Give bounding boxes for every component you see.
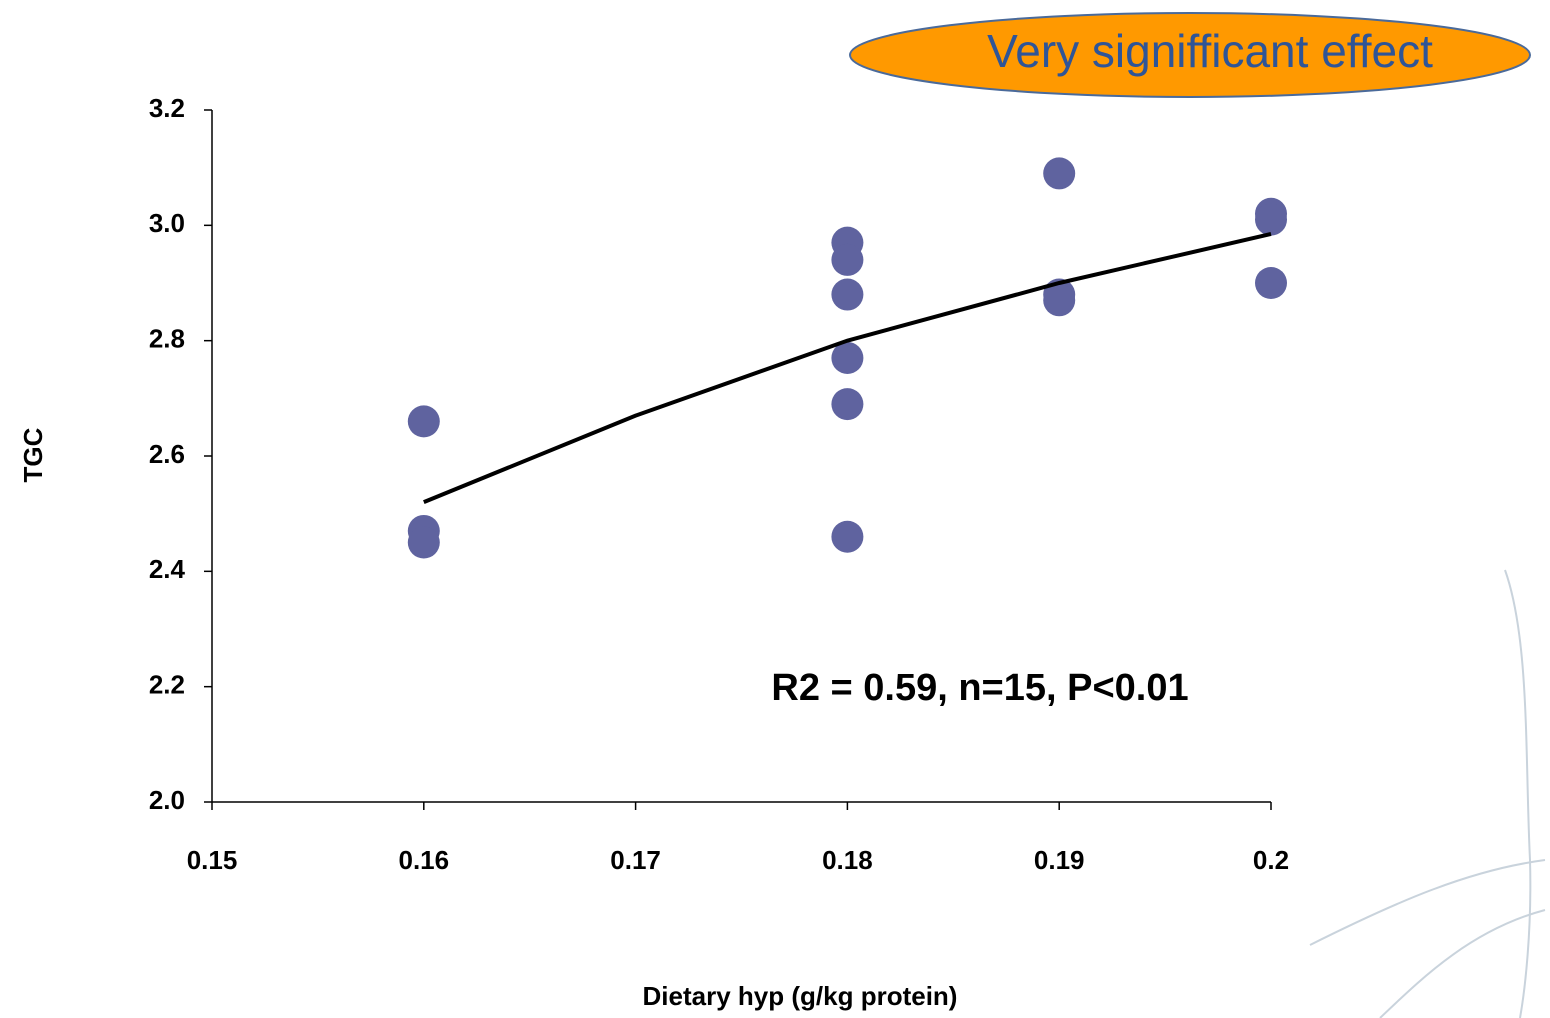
- annotation-oval: [849, 12, 1531, 98]
- point: [1043, 157, 1076, 190]
- annotation: R2 = 0.59, n=15, P<0.01: [771, 667, 1188, 709]
- y-tick-label: 2.8: [149, 324, 185, 354]
- trend-line: [423, 232, 1272, 504]
- point: [831, 341, 864, 374]
- x-tick-label: 0.19: [1034, 845, 1085, 875]
- point: [831, 520, 864, 553]
- annotation-box-text: Very signifficant effect: [987, 25, 1433, 77]
- x-axis-title: Dietary hyp (g/kg protein): [643, 981, 958, 1011]
- background-decoration: [1309, 569, 1546, 1018]
- x-tick-label: 0.15: [187, 845, 238, 875]
- point: [1255, 267, 1287, 299]
- point: [1255, 203, 1287, 236]
- y-axis-title: TGC: [18, 427, 48, 482]
- x-tick-label: 0.18: [822, 845, 873, 875]
- x-tick-label: 0.2: [1253, 845, 1289, 875]
- point: [407, 526, 440, 559]
- x-tick-label: 0.17: [610, 845, 661, 875]
- x-tick-label: 0.16: [398, 845, 449, 875]
- y-tick-label: 3.2: [149, 93, 185, 123]
- point: [1043, 284, 1076, 317]
- y-tick-label: 2.4: [149, 554, 186, 584]
- y-tick-label: 2.0: [149, 785, 185, 815]
- point: [831, 278, 864, 311]
- point: [831, 243, 864, 276]
- y-tick-label: 3.0: [149, 208, 185, 238]
- point: [831, 388, 864, 421]
- y-tick-label: 2.6: [149, 439, 185, 469]
- y-tick-label: 2.2: [149, 670, 185, 700]
- point: [407, 405, 440, 438]
